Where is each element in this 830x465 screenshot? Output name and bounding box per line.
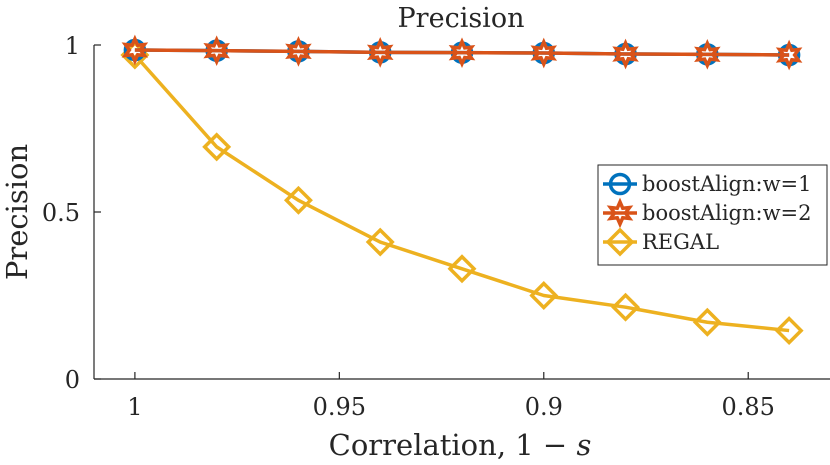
x-ticks: 1 0.95 0.9 0.85 (127, 372, 775, 421)
y-tick-label: 0.5 (42, 199, 80, 227)
data-point (121, 34, 149, 66)
series-boostAlign:w=2 (121, 34, 803, 71)
series-line (133, 53, 790, 333)
data-point (530, 37, 558, 69)
x-tick-label: 0.9 (525, 393, 563, 421)
data-point (694, 39, 721, 70)
data-point (611, 292, 641, 322)
y-tick-label: 0 (65, 366, 80, 394)
y-tick-label: 1 (65, 32, 80, 60)
legend-item: boostAlign:w=2 (603, 197, 812, 229)
x-axis-label: Correlation, 1 − s (329, 428, 592, 462)
legend-swatch-marker (605, 227, 635, 257)
data-point (285, 36, 312, 67)
series-layer (120, 34, 804, 346)
data-point (692, 307, 722, 337)
data-point (529, 281, 559, 310)
data-point (365, 227, 395, 257)
chart-title: Precision (398, 3, 525, 34)
legend-label: boostAlign:w=2 (642, 201, 812, 225)
legend: boostAlign:w=1 boostAlign:w=2 REGAL (597, 164, 828, 266)
legend-swatch-marker (606, 197, 634, 229)
x-tick-label: 0.85 (722, 393, 775, 421)
x-axis-label-text: Correlation, 1 − (329, 428, 577, 462)
data-point (612, 38, 639, 70)
y-ticks: 00.51 (42, 32, 101, 394)
series-REGAL (120, 40, 804, 346)
data-point (448, 37, 476, 69)
legend-box (597, 164, 828, 266)
legend-item: REGAL (603, 227, 719, 257)
x-tick-label: 0.95 (313, 393, 366, 421)
data-point (774, 316, 804, 346)
series-line (134, 48, 790, 57)
y-axis-label: Precision (0, 144, 34, 280)
legend-swatch-marker (608, 172, 632, 196)
data-point (202, 132, 232, 162)
data-point (366, 37, 394, 68)
legend-item: boostAlign:w=1 (603, 172, 812, 196)
data-point (283, 185, 313, 215)
data-point (203, 35, 230, 67)
legend-label: REGAL (642, 230, 719, 254)
legend-label: boostAlign:w=1 (642, 172, 812, 196)
data-point (447, 254, 477, 284)
x-tick-label: 1 (127, 393, 142, 421)
x-axis-label-variable: s (576, 428, 591, 462)
data-point (775, 39, 803, 71)
